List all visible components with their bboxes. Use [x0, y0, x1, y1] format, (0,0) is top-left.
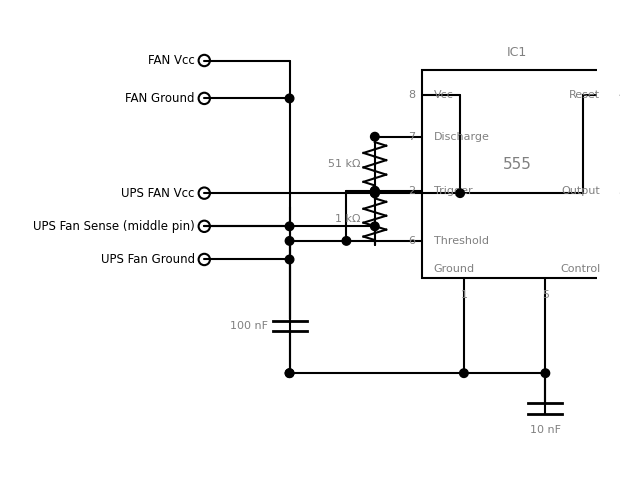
- Bar: [422, 70, 612, 278]
- Text: 555: 555: [503, 157, 531, 172]
- Text: Vcc: Vcc: [433, 90, 453, 100]
- Text: Control: Control: [560, 264, 600, 274]
- Circle shape: [459, 369, 468, 378]
- Circle shape: [371, 186, 379, 195]
- Text: 3: 3: [618, 186, 620, 196]
- Circle shape: [285, 369, 294, 378]
- Text: Ground: Ground: [433, 264, 475, 274]
- Text: IC1: IC1: [507, 46, 527, 59]
- Text: 1: 1: [461, 290, 467, 300]
- Circle shape: [285, 236, 294, 245]
- Text: 8: 8: [409, 90, 415, 100]
- Text: FAN Vcc: FAN Vcc: [148, 54, 195, 67]
- Circle shape: [371, 186, 379, 195]
- Text: UPS Fan Ground: UPS Fan Ground: [100, 253, 195, 266]
- Circle shape: [285, 94, 294, 102]
- Text: Reset: Reset: [569, 90, 600, 100]
- Circle shape: [371, 222, 379, 230]
- Text: UPS FAN Vcc: UPS FAN Vcc: [122, 186, 195, 200]
- Text: Output: Output: [562, 186, 600, 196]
- Text: 2: 2: [409, 186, 415, 196]
- Circle shape: [456, 189, 464, 198]
- Circle shape: [342, 236, 351, 245]
- Circle shape: [285, 255, 294, 264]
- Circle shape: [371, 189, 379, 198]
- Circle shape: [285, 369, 294, 378]
- Circle shape: [371, 132, 379, 141]
- Text: 7: 7: [409, 132, 415, 141]
- Circle shape: [541, 369, 550, 378]
- Text: 10 nF: 10 nF: [530, 426, 561, 436]
- Text: FAN Ground: FAN Ground: [125, 92, 195, 105]
- Text: Trigger: Trigger: [433, 186, 472, 196]
- Text: UPS Fan Sense (middle pin): UPS Fan Sense (middle pin): [33, 220, 195, 233]
- Text: 5: 5: [542, 290, 549, 300]
- Text: Discharge: Discharge: [433, 132, 489, 141]
- Text: 51 kΩ: 51 kΩ: [328, 159, 361, 169]
- Text: 1 kΩ: 1 kΩ: [335, 214, 361, 224]
- Text: Threshold: Threshold: [433, 236, 489, 246]
- Text: 4: 4: [618, 90, 620, 100]
- Text: 6: 6: [409, 236, 415, 246]
- Circle shape: [285, 222, 294, 230]
- Text: 100 nF: 100 nF: [230, 321, 268, 331]
- Circle shape: [371, 189, 379, 198]
